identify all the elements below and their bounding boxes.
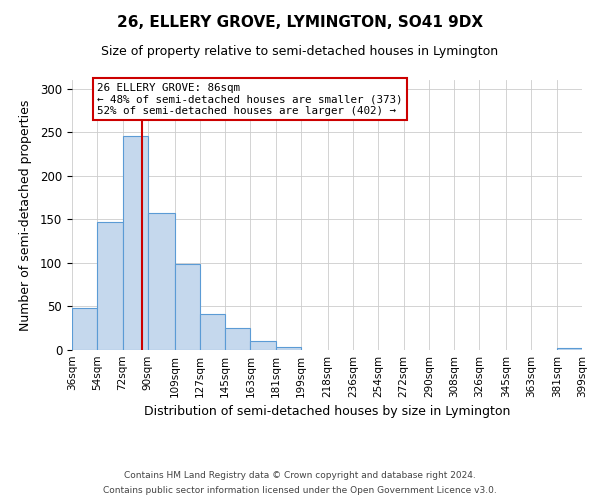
Bar [200,314,225,350]
Bar [557,348,582,350]
Text: 26 ELLERY GROVE: 86sqm
← 48% of semi-detached houses are smaller (373)
52% of se: 26 ELLERY GROVE: 86sqm ← 48% of semi-det… [97,82,403,116]
Y-axis label: Number of semi-detached properties: Number of semi-detached properties [19,100,32,330]
Text: Contains HM Land Registry data © Crown copyright and database right 2024.: Contains HM Land Registry data © Crown c… [124,471,476,480]
X-axis label: Distribution of semi-detached houses by size in Lymington: Distribution of semi-detached houses by … [144,406,510,418]
Bar [148,214,175,350]
Text: Contains public sector information licensed under the Open Government Licence v3: Contains public sector information licen… [103,486,497,495]
Bar [250,342,276,350]
Text: 26, ELLERY GROVE, LYMINGTON, SO41 9DX: 26, ELLERY GROVE, LYMINGTON, SO41 9DX [117,15,483,30]
Bar [97,222,122,350]
Text: Size of property relative to semi-detached houses in Lymington: Size of property relative to semi-detach… [101,45,499,58]
Bar [122,136,148,350]
Bar [175,264,200,350]
Bar [276,346,301,350]
Bar [225,328,250,350]
Bar [72,308,97,350]
